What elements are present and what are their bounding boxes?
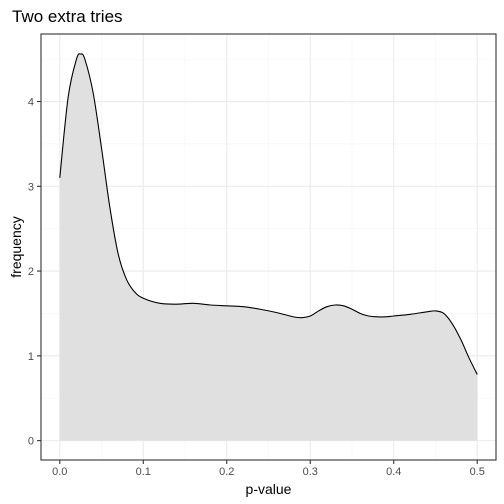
x-tick-label: 0.1 <box>136 466 151 478</box>
x-tick-label: 0.2 <box>219 466 234 478</box>
y-tick-label: 3 <box>28 181 34 193</box>
y-tick-label: 1 <box>28 351 34 363</box>
y-tick-label: 2 <box>28 266 34 278</box>
y-axis-title: frequency <box>8 216 24 277</box>
x-tick-label: 0.4 <box>386 466 401 478</box>
density-line <box>59 53 478 375</box>
x-tick-label: 0.3 <box>303 466 318 478</box>
y-tick-label: 0 <box>28 436 34 448</box>
y-tick-label: 4 <box>28 97 34 109</box>
density-area <box>59 53 478 441</box>
ticks <box>37 100 478 464</box>
chart-title: Two extra tries <box>12 7 123 26</box>
panel-border-layer <box>40 33 497 461</box>
density-area-layer <box>59 53 478 441</box>
panel-border <box>40 33 497 461</box>
x-tick-label: 0.5 <box>470 466 485 478</box>
tick-labels: 0.0 0.1 0.2 0.3 0.4 0.5 0 1 2 3 4 <box>28 97 485 478</box>
x-tick-label: 0.0 <box>52 466 67 478</box>
x-axis-title: p-value <box>246 481 292 497</box>
